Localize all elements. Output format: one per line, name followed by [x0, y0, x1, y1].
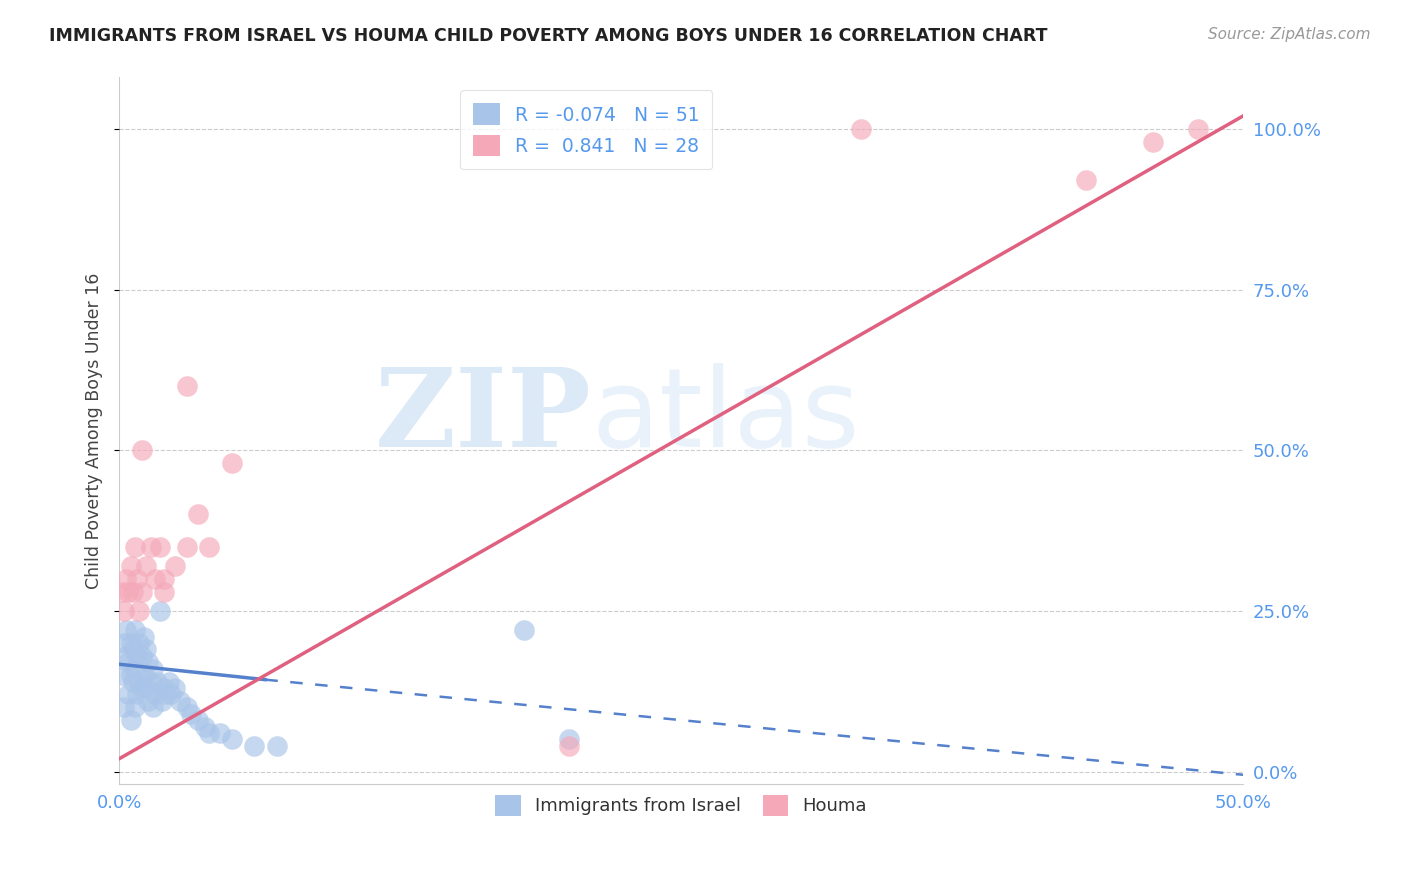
Point	[120, 713, 142, 727]
Text: Source: ZipAtlas.com: Source: ZipAtlas.com	[1208, 27, 1371, 42]
Point	[120, 636, 142, 650]
Point	[165, 558, 187, 573]
Point	[120, 668, 142, 682]
Point	[128, 636, 150, 650]
Y-axis label: Child Poverty Among Boys Under 16: Child Poverty Among Boys Under 16	[86, 273, 103, 589]
Point	[176, 379, 198, 393]
Point	[138, 694, 160, 708]
Point	[176, 540, 198, 554]
Point	[121, 584, 143, 599]
Point	[558, 739, 581, 753]
Point	[1142, 135, 1164, 149]
Point	[131, 648, 153, 663]
Point	[266, 739, 288, 753]
Point	[169, 694, 191, 708]
Point	[124, 623, 146, 637]
Point	[139, 674, 162, 689]
Point	[115, 648, 138, 663]
Point	[221, 732, 243, 747]
Point	[165, 681, 187, 695]
Point	[132, 668, 155, 682]
Point	[117, 688, 139, 702]
Text: ZIP: ZIP	[374, 363, 592, 470]
Point	[243, 739, 266, 753]
Point	[194, 720, 217, 734]
Point	[160, 688, 183, 702]
Point	[198, 540, 221, 554]
Point	[221, 456, 243, 470]
Point	[209, 726, 232, 740]
Point	[1074, 173, 1097, 187]
Point	[112, 636, 135, 650]
Point	[132, 630, 155, 644]
Point	[127, 688, 149, 702]
Point	[187, 713, 209, 727]
Point	[117, 656, 139, 670]
Point	[155, 688, 177, 702]
Text: atlas: atlas	[592, 363, 859, 470]
Point	[120, 558, 142, 573]
Point	[127, 572, 149, 586]
Point	[143, 688, 166, 702]
Point	[115, 623, 138, 637]
Point	[124, 662, 146, 676]
Point	[558, 732, 581, 747]
Point	[142, 662, 165, 676]
Point	[115, 572, 138, 586]
Point	[157, 674, 180, 689]
Point	[128, 674, 150, 689]
Point	[176, 700, 198, 714]
Text: IMMIGRANTS FROM ISRAEL VS HOUMA CHILD POVERTY AMONG BOYS UNDER 16 CORRELATION CH: IMMIGRANTS FROM ISRAEL VS HOUMA CHILD PO…	[49, 27, 1047, 45]
Point	[143, 572, 166, 586]
Point	[513, 623, 536, 637]
Point	[121, 642, 143, 657]
Point	[138, 656, 160, 670]
Point	[135, 681, 157, 695]
Point	[127, 648, 149, 663]
Point	[131, 584, 153, 599]
Point	[150, 694, 173, 708]
Point	[135, 642, 157, 657]
Point	[139, 540, 162, 554]
Point	[110, 668, 132, 682]
Point	[124, 540, 146, 554]
Point	[153, 584, 176, 599]
Point	[128, 604, 150, 618]
Point	[1187, 121, 1209, 136]
Point	[149, 604, 172, 618]
Point	[180, 706, 202, 721]
Point	[131, 443, 153, 458]
Point	[849, 121, 872, 136]
Legend: Immigrants from Israel, Houma: Immigrants from Israel, Houma	[486, 786, 876, 825]
Point	[146, 674, 169, 689]
Point	[142, 700, 165, 714]
Point	[135, 558, 157, 573]
Point	[112, 700, 135, 714]
Point	[153, 681, 176, 695]
Point	[110, 584, 132, 599]
Point	[149, 540, 172, 554]
Point	[131, 681, 153, 695]
Point	[198, 726, 221, 740]
Point	[121, 674, 143, 689]
Point	[112, 604, 135, 618]
Point	[153, 572, 176, 586]
Point	[124, 700, 146, 714]
Point	[187, 508, 209, 522]
Point	[117, 584, 139, 599]
